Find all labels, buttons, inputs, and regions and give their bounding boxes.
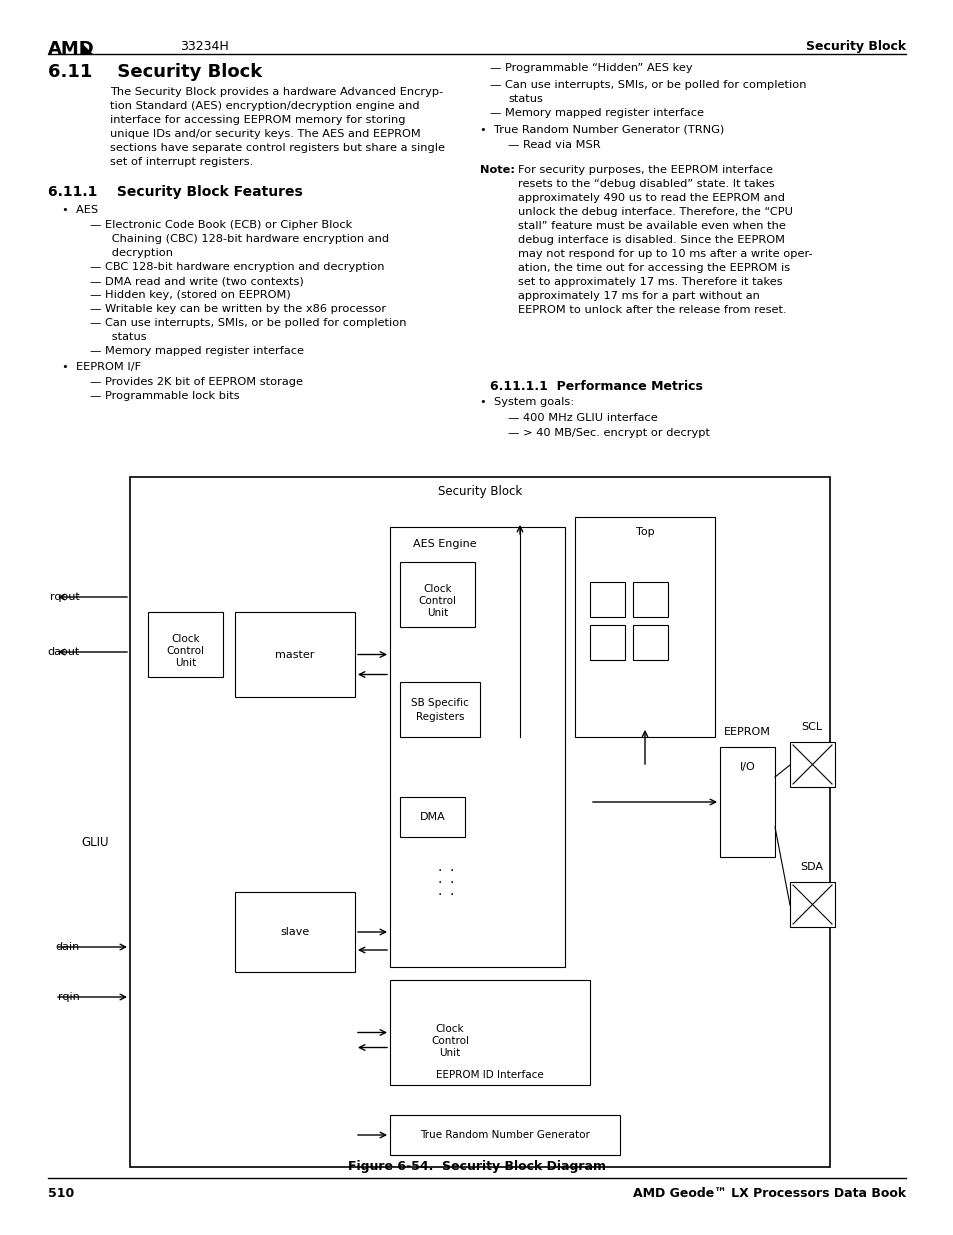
Text: — CBC 128-bit hardware encryption and decryption: — CBC 128-bit hardware encryption and de… xyxy=(90,262,384,272)
Text: — Can use interrupts, SMIs, or be polled for completion: — Can use interrupts, SMIs, or be polled… xyxy=(490,80,805,90)
Text: — Writable key can be written by the x86 processor: — Writable key can be written by the x86… xyxy=(90,304,386,314)
Text: For security purposes, the EEPROM interface
resets to the “debug disabled” state: For security purposes, the EEPROM interf… xyxy=(517,165,812,315)
Text: — Electronic Code Book (ECB) or Cipher Block: — Electronic Code Book (ECB) or Cipher B… xyxy=(90,220,352,230)
Text: status: status xyxy=(90,332,147,342)
Bar xyxy=(399,562,475,627)
Text: Clock: Clock xyxy=(436,1025,464,1035)
Bar xyxy=(390,527,564,967)
Bar xyxy=(575,517,714,737)
Text: 6.11.1    Security Block Features: 6.11.1 Security Block Features xyxy=(48,185,302,199)
Bar xyxy=(589,582,624,618)
Text: 6.11.1.1  Performance Metrics: 6.11.1.1 Performance Metrics xyxy=(490,380,702,393)
Text: — Read via MSR: — Read via MSR xyxy=(507,140,600,149)
Text: .: . xyxy=(437,884,442,898)
Bar xyxy=(589,625,624,659)
Text: SCL: SCL xyxy=(801,722,821,732)
Text: SDA: SDA xyxy=(800,862,822,872)
Text: AMD: AMD xyxy=(48,40,94,58)
Text: daout: daout xyxy=(48,647,80,657)
Text: AMD Geode™ LX Processors Data Book: AMD Geode™ LX Processors Data Book xyxy=(632,1187,905,1200)
Text: — Memory mapped register interface: — Memory mapped register interface xyxy=(490,107,703,119)
Text: .: . xyxy=(450,884,454,898)
Text: Control: Control xyxy=(167,646,204,657)
Bar xyxy=(633,625,667,659)
Text: — Memory mapped register interface: — Memory mapped register interface xyxy=(90,346,304,356)
Text: ◣: ◣ xyxy=(82,41,93,56)
Text: — Programmable lock bits: — Programmable lock bits xyxy=(90,391,239,401)
Bar xyxy=(130,477,829,1167)
Text: status: status xyxy=(507,94,542,104)
Text: rqin: rqin xyxy=(58,992,80,1002)
Text: Clock: Clock xyxy=(423,584,452,594)
Text: — Programmable “Hidden” AES key: — Programmable “Hidden” AES key xyxy=(490,63,692,73)
Text: rqout: rqout xyxy=(51,592,80,601)
Text: — Can use interrupts, SMIs, or be polled for completion: — Can use interrupts, SMIs, or be polled… xyxy=(90,317,406,329)
Text: I/O: I/O xyxy=(739,762,755,772)
Text: True Random Number Generator: True Random Number Generator xyxy=(419,1130,589,1140)
Text: EEPROM: EEPROM xyxy=(723,727,770,737)
Bar xyxy=(148,613,223,677)
Text: Figure 6-54.  Security Block Diagram: Figure 6-54. Security Block Diagram xyxy=(348,1160,605,1173)
Bar xyxy=(720,747,774,857)
Text: Top: Top xyxy=(635,527,654,537)
Text: GLIU: GLIU xyxy=(81,836,109,848)
Bar xyxy=(633,582,667,618)
Text: Control: Control xyxy=(418,597,456,606)
Text: •  True Random Number Generator (TRNG): • True Random Number Generator (TRNG) xyxy=(479,125,723,135)
Bar xyxy=(390,1115,619,1155)
Text: SB Specific: SB Specific xyxy=(411,698,469,708)
Text: The Security Block provides a hardware Advanced Encryp-
tion Standard (AES) encr: The Security Block provides a hardware A… xyxy=(110,86,444,167)
Bar xyxy=(234,613,355,697)
Text: slave: slave xyxy=(280,927,310,937)
Text: EEPROM ID Interface: EEPROM ID Interface xyxy=(436,1070,543,1079)
Text: 33234H: 33234H xyxy=(180,40,229,53)
Text: — > 40 MB/Sec. encrypt or decrypt: — > 40 MB/Sec. encrypt or decrypt xyxy=(507,429,709,438)
Text: •  EEPROM I/F: • EEPROM I/F xyxy=(62,362,141,372)
Text: .: . xyxy=(450,872,454,885)
Text: •  AES: • AES xyxy=(62,205,98,215)
Text: — Provides 2K bit of EEPROM storage: — Provides 2K bit of EEPROM storage xyxy=(90,377,303,387)
Text: Control: Control xyxy=(431,1036,469,1046)
Text: AES Engine: AES Engine xyxy=(413,538,476,550)
Text: Note:: Note: xyxy=(479,165,515,175)
Text: master: master xyxy=(275,650,314,659)
Text: — Hidden key, (stored on EEPROM): — Hidden key, (stored on EEPROM) xyxy=(90,290,291,300)
Text: Security Block: Security Block xyxy=(437,485,521,498)
Text: .: . xyxy=(437,860,442,874)
Text: — DMA read and write (two contexts): — DMA read and write (two contexts) xyxy=(90,275,303,287)
Text: 6.11    Security Block: 6.11 Security Block xyxy=(48,63,262,82)
Bar xyxy=(390,981,589,1086)
Text: Chaining (CBC) 128-bit hardware encryption and: Chaining (CBC) 128-bit hardware encrypti… xyxy=(90,233,389,245)
Text: Security Block: Security Block xyxy=(805,40,905,53)
Bar xyxy=(399,797,464,837)
Text: Registers: Registers xyxy=(416,711,464,721)
Text: Unit: Unit xyxy=(174,658,196,668)
Bar xyxy=(234,892,355,972)
Text: decryption: decryption xyxy=(90,248,172,258)
Bar xyxy=(789,882,834,927)
Bar xyxy=(399,682,479,737)
Bar xyxy=(410,1002,490,1067)
Bar xyxy=(789,742,834,787)
Text: 510: 510 xyxy=(48,1187,74,1200)
Text: — 400 MHz GLIU interface: — 400 MHz GLIU interface xyxy=(507,412,657,424)
Text: dain: dain xyxy=(55,942,80,952)
Text: Unit: Unit xyxy=(426,609,448,619)
Text: Clock: Clock xyxy=(171,635,199,645)
Text: DMA: DMA xyxy=(419,811,445,823)
Text: .: . xyxy=(437,872,442,885)
Text: Unit: Unit xyxy=(439,1049,460,1058)
Text: •  System goals:: • System goals: xyxy=(479,396,574,408)
Text: .: . xyxy=(450,860,454,874)
